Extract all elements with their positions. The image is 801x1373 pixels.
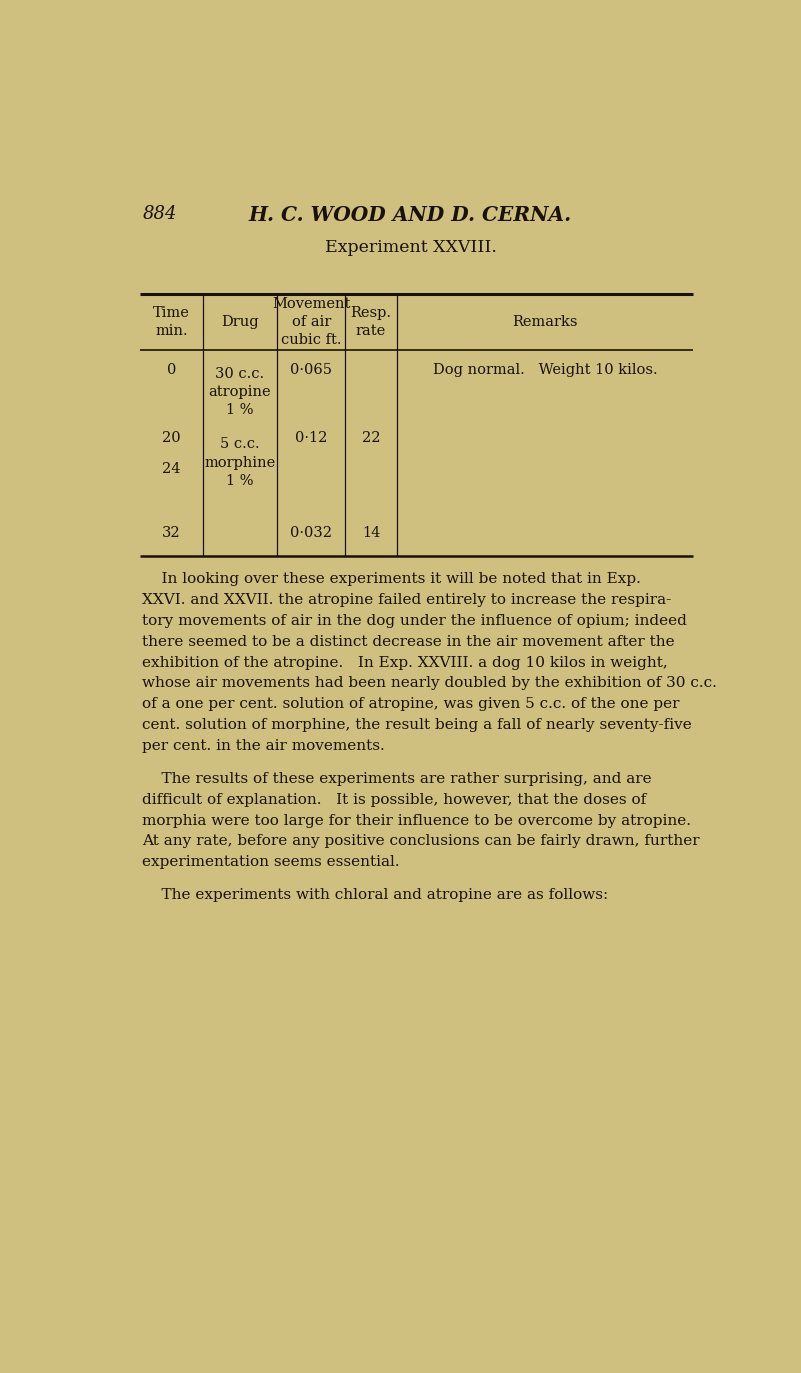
Text: tory movements of air in the dog under the influence of opium; indeed: tory movements of air in the dog under t…	[143, 614, 687, 627]
Text: Experiment XXVIII.: Experiment XXVIII.	[324, 239, 497, 255]
Text: In looking over these experiments it will be noted that in Exp.: In looking over these experiments it wil…	[143, 571, 642, 586]
Text: cent. solution of morphine, the result being a fall of nearly seventy-five: cent. solution of morphine, the result b…	[143, 718, 692, 732]
Text: experimentation seems essential.: experimentation seems essential.	[143, 855, 400, 869]
Text: Resp.
rate: Resp. rate	[351, 306, 392, 338]
Text: 884: 884	[143, 205, 177, 222]
Text: 0: 0	[167, 362, 176, 376]
Text: 30 c.c.
atropine
1 %: 30 c.c. atropine 1 %	[208, 367, 271, 417]
Text: 22: 22	[362, 431, 380, 445]
Text: exhibition of the atropine.   In Exp. XXVIII. a dog 10 kilos in weight,: exhibition of the atropine. In Exp. XXVI…	[143, 655, 668, 670]
Text: H. C. WOOD AND D. CERNA.: H. C. WOOD AND D. CERNA.	[249, 205, 572, 225]
Text: there seemed to be a distinct decrease in the air movement after the: there seemed to be a distinct decrease i…	[143, 634, 675, 648]
Text: Time
min.: Time min.	[153, 306, 190, 338]
Text: 20: 20	[162, 431, 181, 445]
Text: 0·032: 0·032	[290, 526, 332, 540]
Text: 32: 32	[162, 526, 181, 540]
Text: The experiments with chloral and atropine are as follows:: The experiments with chloral and atropin…	[143, 888, 609, 902]
Text: Dog normal.   Weight 10 kilos.: Dog normal. Weight 10 kilos.	[433, 362, 658, 376]
Text: Remarks: Remarks	[512, 314, 578, 328]
Text: The results of these experiments are rather surprising, and are: The results of these experiments are rat…	[143, 772, 652, 785]
Text: Drug: Drug	[221, 314, 259, 328]
Text: whose air movements had been nearly doubled by the exhibition of 30 c.c.: whose air movements had been nearly doub…	[143, 677, 717, 691]
Text: difficult of explanation.   It is possible, however, that the doses of: difficult of explanation. It is possible…	[143, 792, 646, 806]
Text: 0·12: 0·12	[295, 431, 328, 445]
Text: At any rate, before any positive conclusions can be fairly drawn, further: At any rate, before any positive conclus…	[143, 835, 700, 849]
Text: of a one per cent. solution of atropine, was given 5 c.c. of the one per: of a one per cent. solution of atropine,…	[143, 697, 680, 711]
Text: XXVI. and XXVII. the atropine failed entirely to increase the respira-: XXVI. and XXVII. the atropine failed ent…	[143, 593, 671, 607]
Text: Movement
of air
cubic ft.: Movement of air cubic ft.	[272, 297, 350, 346]
Text: 5 c.c.
morphine
1 %: 5 c.c. morphine 1 %	[204, 438, 276, 489]
Text: 14: 14	[362, 526, 380, 540]
Text: per cent. in the air movements.: per cent. in the air movements.	[143, 739, 385, 754]
Text: 24: 24	[163, 463, 181, 476]
Text: morphia were too large for their influence to be overcome by atropine.: morphia were too large for their influen…	[143, 814, 691, 828]
Text: 0·065: 0·065	[290, 362, 332, 376]
